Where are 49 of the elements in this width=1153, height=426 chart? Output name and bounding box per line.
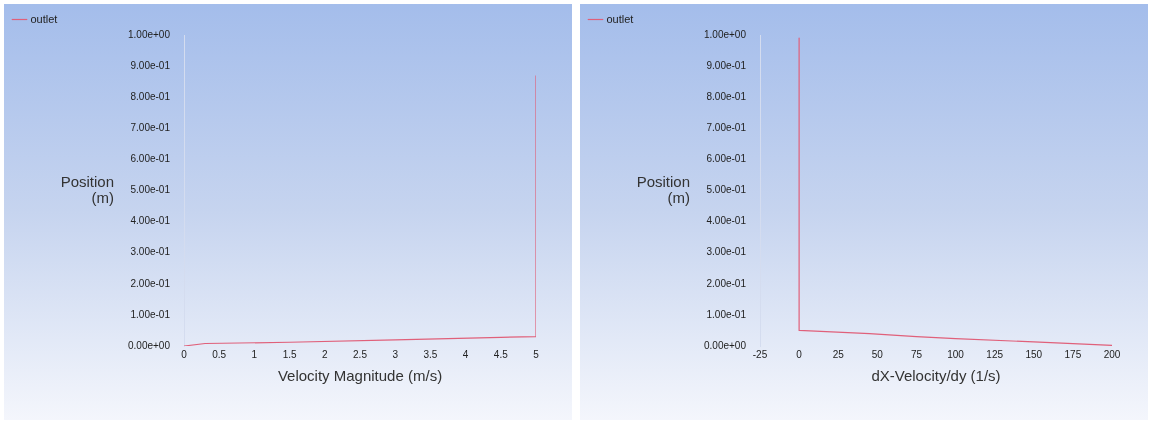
x-tick-label: 125 bbox=[986, 348, 1004, 360]
y-tick-label: 3.00e-01 bbox=[706, 246, 747, 258]
y-tick-label: 9.00e-01 bbox=[130, 59, 171, 71]
x-tick-label: -25 bbox=[752, 348, 768, 360]
x-tick-label: 2.5 bbox=[353, 348, 368, 360]
x-tick-label: 3 bbox=[392, 348, 399, 360]
y-tick-label: 2.00e-01 bbox=[706, 277, 747, 289]
x-tick-label: 50 bbox=[871, 348, 884, 360]
legend-label: outlet bbox=[606, 12, 634, 25]
x-tick-label: 200 bbox=[1103, 348, 1121, 360]
x-tick-label: 75 bbox=[910, 348, 923, 360]
y-tick-label: 0.00e+00 bbox=[128, 339, 171, 351]
y-tick-label: 0.00e+00 bbox=[704, 339, 747, 351]
y-tick-label: 3.00e-01 bbox=[130, 246, 171, 258]
x-tick-label: 4.5 bbox=[493, 348, 509, 360]
x-tick-label: 3.5 bbox=[423, 348, 438, 360]
x-tick-label: 0 bbox=[796, 348, 803, 360]
x-tick-label: 2 bbox=[322, 348, 329, 360]
legend-label: outlet bbox=[30, 12, 58, 25]
y-axis-title: Position (m) bbox=[60, 172, 114, 206]
y-tick-label: 1.00e+00 bbox=[128, 28, 171, 40]
y-tick-label: 7.00e-01 bbox=[706, 122, 747, 134]
y-tick-label: 1.00e-01 bbox=[130, 308, 171, 320]
x-tick-label: 1 bbox=[251, 348, 258, 360]
y-tick-label: 4.00e-01 bbox=[706, 215, 747, 227]
x-tick-label: 100 bbox=[947, 348, 965, 360]
y-tick-label: 7.00e-01 bbox=[130, 122, 171, 134]
y-tick-label: 2.00e-01 bbox=[130, 277, 171, 289]
y-tick-label: 6.00e-01 bbox=[130, 153, 171, 165]
y-tick-label: 5.00e-01 bbox=[130, 184, 171, 196]
y-tick-label: 5.00e-01 bbox=[706, 184, 747, 196]
x-tick-label: 150 bbox=[1025, 348, 1043, 360]
x-tick-label: 4 bbox=[462, 348, 469, 360]
x-tick-label: 5 bbox=[533, 348, 540, 360]
x-tick-label: 175 bbox=[1064, 348, 1082, 360]
x-tick-label: 0.5 bbox=[212, 348, 227, 360]
x-axis-title: Velocity Magnitude (m/s) bbox=[277, 367, 443, 385]
y-tick-label: 8.00e-01 bbox=[130, 90, 171, 102]
y-tick-label: 8.00e-01 bbox=[706, 90, 747, 102]
y-tick-label: 6.00e-01 bbox=[706, 153, 747, 165]
x-tick-label: 25 bbox=[832, 348, 845, 360]
y-tick-label: 4.00e-01 bbox=[130, 215, 171, 227]
x-tick-label: 1.5 bbox=[282, 348, 297, 360]
y-tick-label: 1.00e-01 bbox=[706, 308, 747, 320]
y-tick-label: 1.00e+00 bbox=[704, 28, 747, 40]
x-tick-label: 0 bbox=[181, 348, 188, 360]
x-axis-title: dX-Velocity/dy (1/s) bbox=[871, 367, 1001, 385]
y-tick-label: 9.00e-01 bbox=[706, 59, 747, 71]
y-axis-title: Position (m) bbox=[636, 172, 690, 206]
